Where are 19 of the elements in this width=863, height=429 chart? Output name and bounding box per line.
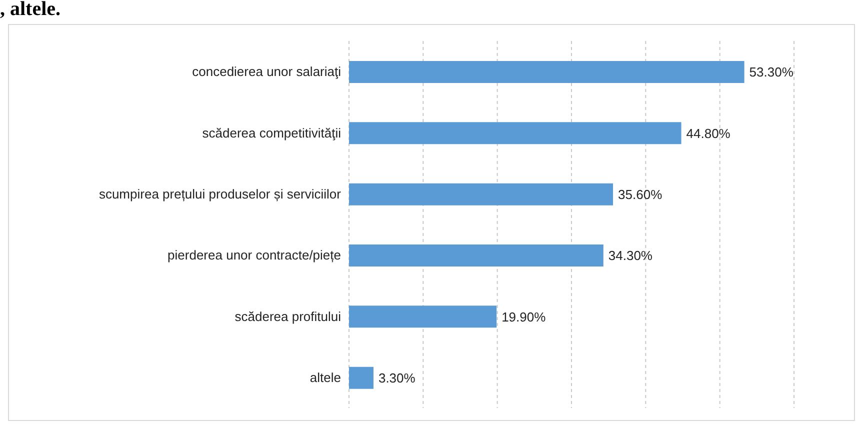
bar xyxy=(349,61,744,83)
text: , altele. xyxy=(0,0,61,21)
bar xyxy=(349,244,604,266)
bar xyxy=(349,306,497,328)
y-tick-label: pierderea unor contracte/piețe xyxy=(168,248,341,263)
bar xyxy=(349,183,614,206)
data-label: 19.90% xyxy=(502,309,546,324)
y-tick-label: altele xyxy=(310,370,341,386)
data-label: 3.30% xyxy=(378,370,416,386)
data-label: 53.30% xyxy=(749,64,794,80)
y-tick-label: scăderea profitului xyxy=(234,308,342,324)
data-label: 35.60% xyxy=(618,186,663,202)
bar xyxy=(349,122,682,144)
data-label: 44.80% xyxy=(686,126,731,141)
bar xyxy=(349,366,374,389)
y-tick-label: concedierea unor salariaţi xyxy=(192,64,342,80)
data-label: 34.30% xyxy=(608,248,653,264)
y-tick-label: scumpirea prețului produselor și serviciilor xyxy=(98,186,342,202)
y-tick-label: scăderea competitivităţii xyxy=(202,125,342,140)
